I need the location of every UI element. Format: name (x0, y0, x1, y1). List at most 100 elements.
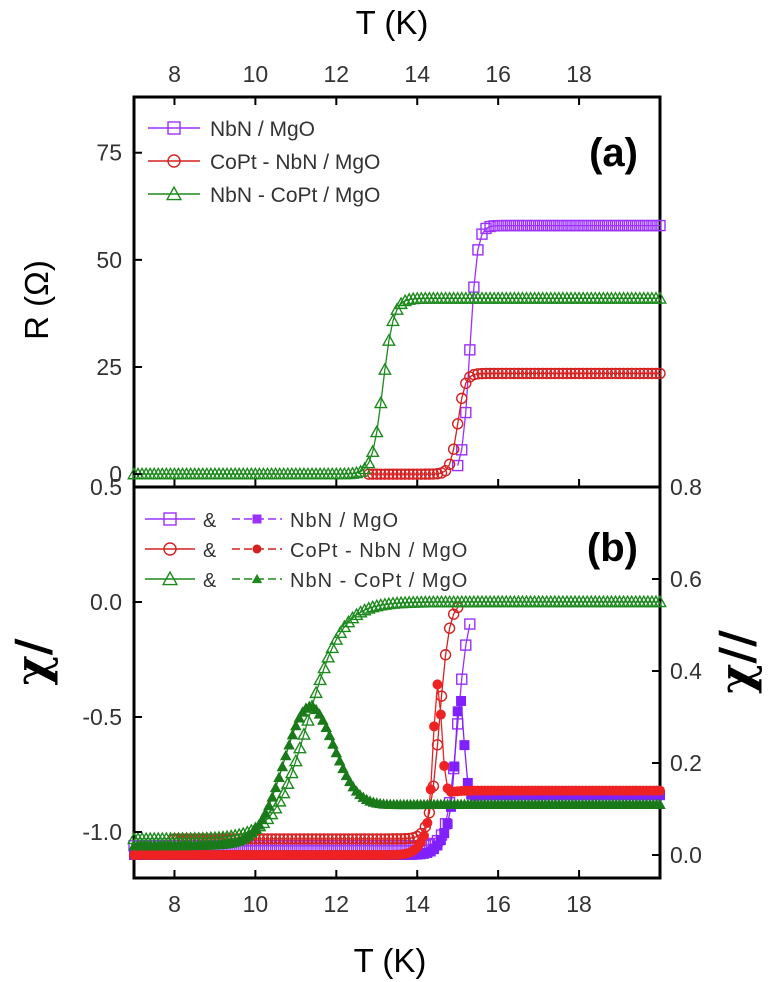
panel-b-series-2-point (361, 601, 376, 614)
panel-b-series-2-point (653, 594, 667, 608)
panel-a-series-1-point (460, 377, 472, 389)
bottom-axis-tick-label: 8 (168, 891, 181, 917)
panel-b-left-y-axis-title-text: χ/ (5, 638, 59, 685)
panel-a-series-1-point (516, 367, 529, 380)
panel-a-series-1-point (484, 367, 496, 380)
panel-b-legend-marker-filled (252, 514, 262, 524)
panel-b-right-y-axis-title-text: χ// (709, 630, 763, 694)
panel-b-series-5-point (320, 721, 332, 733)
panel-a-series-1-point (496, 367, 508, 380)
bottom-axis-tick-label: 18 (566, 891, 592, 917)
panel-b-series-2-point (369, 598, 384, 612)
panel-b-series-1-point (391, 833, 403, 845)
panel-a-series-1-point (593, 367, 606, 380)
panel-b-series-1-point (278, 833, 290, 845)
panel-a-series-1-point (617, 367, 630, 380)
panel-b-series-5-line (134, 705, 660, 847)
panel-b-series-5-point (337, 762, 349, 774)
panel-b-legend-amp: & (203, 570, 217, 592)
panel-b-series-1-point (290, 833, 302, 845)
panel-a-series-1-point (605, 367, 618, 380)
panel-a-series-1-point (427, 468, 440, 480)
panel-b-series-3-point (439, 828, 450, 839)
panel-a-series-1-point (383, 468, 395, 480)
panel-b-series-4-point (425, 784, 436, 795)
panel-b-series-3-point (462, 777, 473, 788)
panel-a-series-1-point (561, 367, 573, 380)
panel-b-series-3-point (456, 695, 467, 706)
top-axis-title: T (K) (356, 4, 429, 41)
panel-b-series-4-point (435, 709, 446, 720)
panel-a-legend-label: CoPt - NbN / MgO (210, 151, 380, 174)
panel-a-legend: NbN / MgO CoPt - NbN / MgO NbN - CoPt / Mg… (148, 118, 380, 207)
panel-b-legend-marker-open (163, 512, 177, 526)
panel-b-right-y-tick-label: 0.4 (670, 658, 702, 684)
panel-b-series-1-point (367, 833, 379, 845)
panel-a-series-2-point (381, 333, 396, 346)
panel-a-series-1-point (545, 367, 557, 380)
top-axis-tick-label: 14 (404, 61, 430, 87)
bottom-axis-tick-label: 14 (404, 891, 430, 917)
panel-b-series-4-line (134, 684, 660, 856)
panel-b-series-5-point (276, 760, 289, 772)
panel-b-series-2-point (280, 776, 295, 789)
panel-b-series-3-point (459, 740, 470, 751)
panel-b-series-1-point (330, 833, 343, 845)
panel-b-left-y-axis-title: χ/ (5, 638, 59, 685)
panel-a-series-0-point (480, 222, 492, 235)
panel-b-series-0-line (134, 623, 471, 847)
panel-b-series-5-point (256, 813, 268, 825)
panel-b-legend-marker-filled (251, 573, 263, 584)
panel-a-series-1-point (472, 368, 484, 380)
panel-a-legend-label: NbN - CoPt / MgO (210, 184, 380, 207)
top-axis-tick-label: 10 (243, 61, 269, 87)
panel-a-legend-marker (167, 121, 181, 135)
panel-b-series-2-point (365, 599, 380, 613)
panel-a-series-1-point (569, 367, 581, 380)
panel-a-series-1-point (451, 418, 464, 430)
panel-b-series-1-point (318, 833, 330, 845)
panel-b-series-1-point (443, 622, 456, 634)
panel-a-series-1-point (634, 367, 646, 380)
panel-a-series (127, 219, 667, 480)
panel-b-series-1-point (399, 833, 411, 845)
panel-a-series-2-point (369, 424, 384, 438)
panel-a-series-2-point (386, 313, 400, 327)
panel-b-series-5-point (286, 728, 299, 740)
panel-a-series-1-point (419, 468, 432, 480)
panel-b-series (127, 594, 667, 860)
panel-a-series-1-point (468, 368, 480, 381)
panel-b-right-y-tick-label: 0.0 (670, 842, 702, 868)
panel-b-series-2-point (341, 614, 356, 628)
panel-a-series-1-point (597, 367, 610, 380)
panel-a-series-1-point (411, 468, 423, 480)
panel-b-left-y-ticks: 0.5 0.0 -0.5 -1.0 (82, 474, 142, 845)
bottom-axis-ticks: 8 10 12 14 16 18 (168, 870, 592, 917)
panel-a-series-1-point (520, 367, 533, 380)
panel-a-y-tick-label: 0 (109, 461, 122, 487)
panel-a-series-1-point (403, 468, 415, 480)
panel-b-series-1-point (298, 833, 310, 845)
panel-a-legend-marker (165, 185, 183, 201)
panel-b-series-1-point (257, 833, 270, 845)
panel-b-series-5-point (253, 819, 265, 830)
panel-a-series-1-point (528, 367, 541, 380)
panel-b-series-5-point (317, 714, 329, 725)
panel-a-series-1-point (476, 367, 488, 380)
panel-b-series-1-point (362, 833, 375, 845)
panel-a-series-1-point (577, 367, 589, 380)
panel-b-tag: (b) (587, 526, 638, 570)
panel-a-series-2-point (373, 395, 388, 409)
panel-b-left-y-tick-label: 0.5 (90, 474, 122, 500)
panel-a-series-1-point (630, 367, 642, 380)
panel-a-series-0-point (460, 406, 472, 419)
panel-b-series-0-point (456, 673, 468, 685)
bottom-axis-tick-label: 16 (485, 891, 511, 917)
panel-b-series-1-point (371, 833, 383, 845)
panel-b-series-1-point (310, 833, 322, 845)
panel-a-series-1-point (601, 367, 614, 380)
panel-a-series-2-point (361, 455, 376, 469)
top-axis-tick-label: 8 (168, 61, 181, 87)
panel-b-series-3-point (435, 835, 446, 846)
panel-b-series-5-point (266, 791, 278, 802)
